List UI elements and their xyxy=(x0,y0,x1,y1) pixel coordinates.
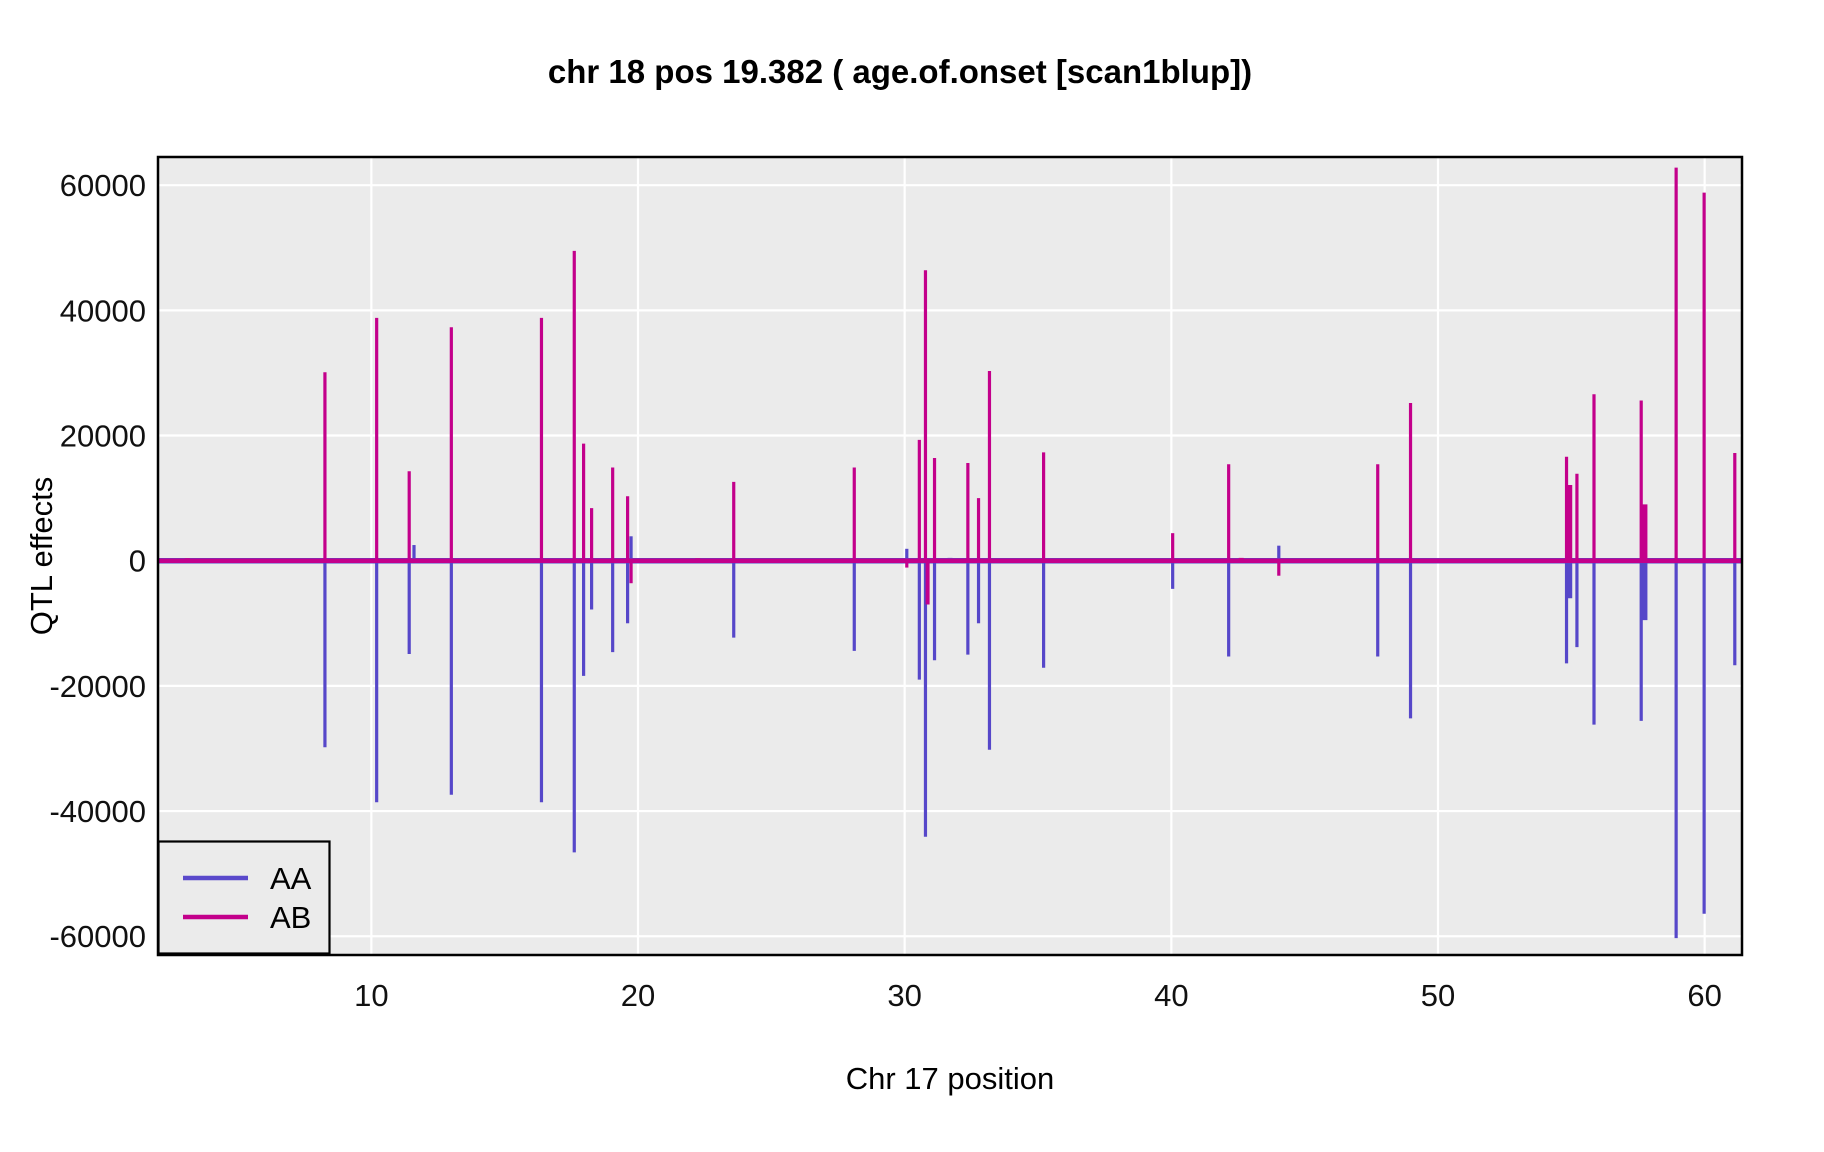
legend-frame xyxy=(157,840,331,955)
x-tick-label-50: 50 xyxy=(1421,978,1455,1013)
y-tick-label-20000: 20000 xyxy=(60,419,146,454)
plot-title: chr 18 pos 19.382 ( age.of.onset [scan1b… xyxy=(548,53,1252,90)
x-tick-label-10: 10 xyxy=(354,978,388,1013)
y-tick-label-60000: 60000 xyxy=(60,168,146,203)
x-axis-title: Chr 17 position xyxy=(846,1061,1055,1096)
y-tick-label-40000: 40000 xyxy=(60,293,146,328)
y-axis-tick-labels: 60000 40000 20000 0 -20000 -40000 -60000 xyxy=(49,168,146,954)
legend-box: AA AB xyxy=(157,840,331,955)
x-tick-label-60: 60 xyxy=(1687,978,1721,1013)
y-axis-title: QTL effects xyxy=(24,477,59,636)
x-tick-label-20: 20 xyxy=(621,978,655,1013)
plot-panel-background xyxy=(158,157,1742,955)
panel-border xyxy=(156,155,1744,957)
legend-label-aa: AA xyxy=(270,861,312,896)
x-tick-label-30: 30 xyxy=(887,978,921,1013)
x-axis-tick-labels: 10 20 30 40 50 60 xyxy=(354,978,1722,1013)
y-tick-label--40000: -40000 xyxy=(49,794,146,829)
y-tick-label-0: 0 xyxy=(129,544,146,579)
y-tick-label--60000: -60000 xyxy=(49,919,146,954)
y-tick-label--20000: -20000 xyxy=(49,669,146,704)
legend-label-ab: AB xyxy=(270,900,311,935)
series-layer xyxy=(158,167,1742,939)
x-tick-label-40: 40 xyxy=(1154,978,1188,1013)
